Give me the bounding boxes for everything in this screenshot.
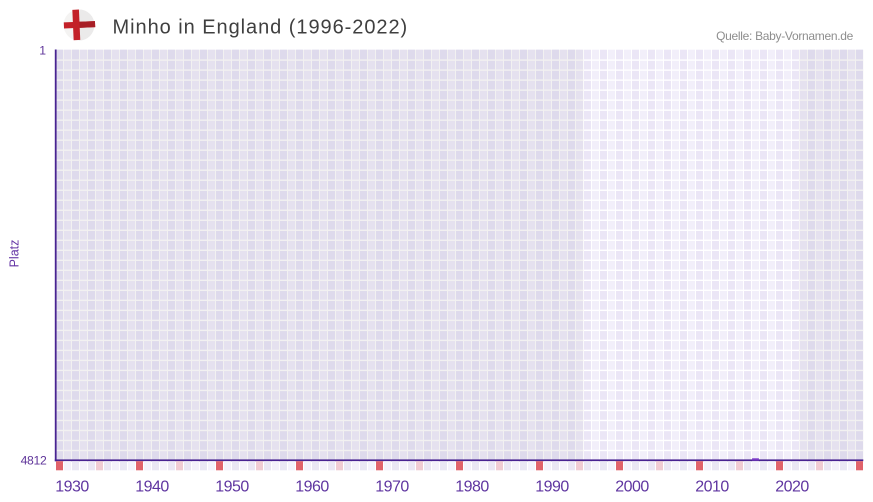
svg-text:1990: 1990 <box>535 478 569 495</box>
svg-text:1930: 1930 <box>55 478 89 495</box>
svg-text:2020: 2020 <box>775 478 809 495</box>
svg-text:1950: 1950 <box>215 478 249 495</box>
svg-text:2010: 2010 <box>695 478 729 495</box>
svg-text:1940: 1940 <box>135 478 169 495</box>
svg-text:1960: 1960 <box>295 478 329 495</box>
svg-text:4812: 4812 <box>21 453 47 467</box>
svg-text:Quelle: Baby-Vornamen.de: Quelle: Baby-Vornamen.de <box>716 29 854 43</box>
svg-text:Minho in England (1996-2022): Minho in England (1996-2022) <box>113 17 409 39</box>
svg-text:Platz: Platz <box>8 240 22 268</box>
svg-text:1980: 1980 <box>455 478 489 495</box>
svg-text:1970: 1970 <box>375 478 409 495</box>
svg-text:1: 1 <box>39 43 46 57</box>
svg-text:2000: 2000 <box>615 478 649 495</box>
